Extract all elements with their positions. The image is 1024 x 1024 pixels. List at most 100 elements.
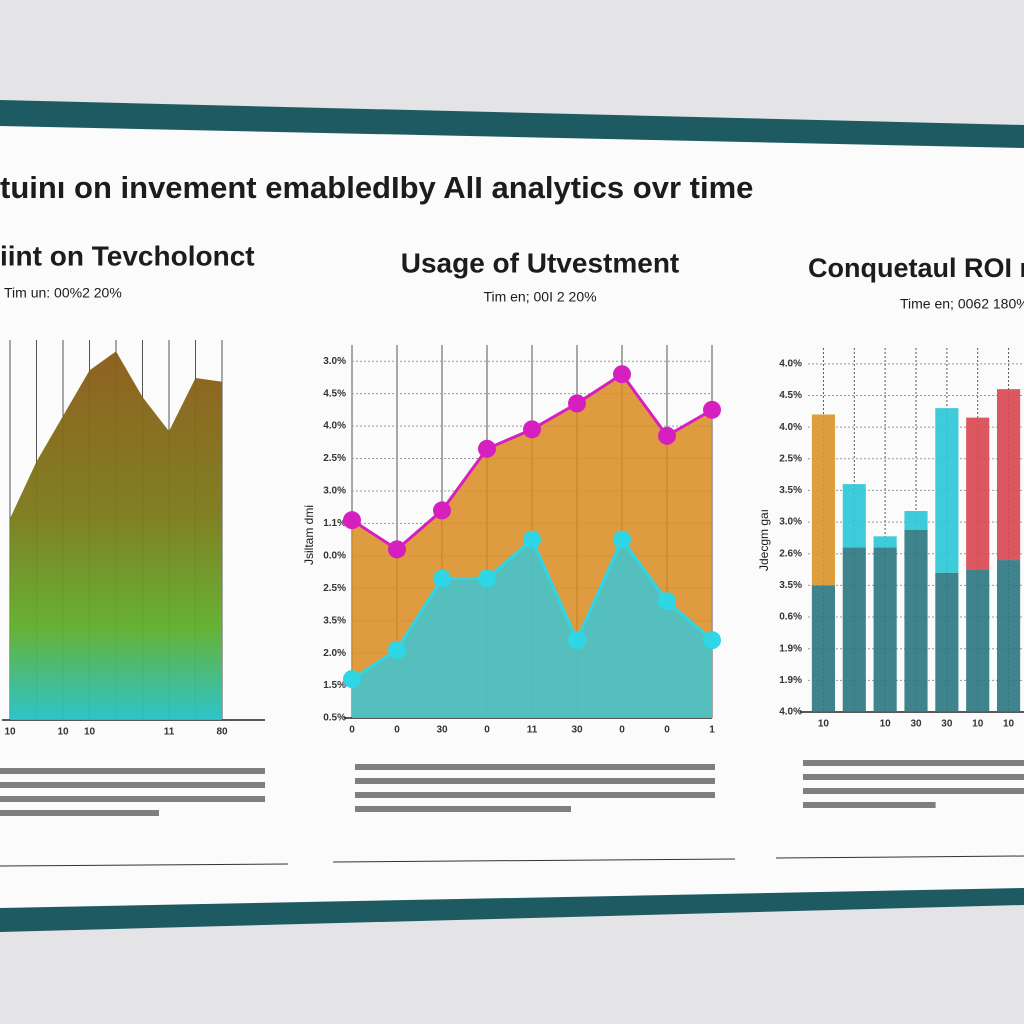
data-point: [433, 569, 451, 588]
x-tick-label: 0: [394, 725, 400, 736]
caption-text-scribble: [0, 810, 159, 816]
x-tick-label: 10: [1003, 719, 1015, 730]
chart-title: Usage of Utvestment: [401, 247, 680, 278]
bar-segment: [811, 585, 835, 712]
y-tick-label: 0.5%: [323, 713, 346, 724]
x-tick-label: 11: [527, 725, 538, 736]
x-tick-label: 10: [880, 719, 892, 730]
bar-segment: [966, 417, 990, 570]
y-tick-label: 3.5%: [779, 580, 802, 591]
y-tick-label: 4.0%: [779, 707, 802, 718]
y-axis-label: Jsiltam dmi: [302, 505, 316, 565]
data-point: [703, 631, 721, 650]
bar-segment: [873, 536, 897, 548]
x-tick-label: 30: [436, 725, 448, 736]
bar-segment: [935, 572, 959, 712]
x-tick-label: 0: [484, 725, 490, 736]
data-point: [523, 530, 541, 549]
bar-segment: [842, 547, 866, 712]
y-tick-label: 1.5%: [323, 680, 346, 691]
y-tick-label: 4.0%: [323, 421, 346, 432]
bar-segment: [873, 547, 897, 712]
data-point: [388, 640, 406, 659]
y-tick-label: 0.0%: [323, 550, 346, 561]
x-tick-label: 30: [941, 719, 953, 730]
x-tick-label: 30: [910, 719, 922, 730]
y-tick-label: 3.0%: [323, 356, 346, 367]
data-point: [343, 670, 361, 689]
y-tick-label: 2.5%: [323, 453, 346, 464]
divider: [332, 858, 736, 863]
caption-text-scribble: [803, 774, 1024, 780]
x-tick-label: 0: [349, 725, 355, 736]
x-tick-label: 0: [664, 725, 670, 736]
chart-title: Conquetaul ROI ri: [808, 253, 1024, 283]
data-point: [568, 631, 586, 650]
x-tick-label: 1: [709, 725, 715, 736]
data-point: [658, 426, 676, 445]
bar-segment: [904, 511, 928, 530]
data-point: [433, 501, 451, 520]
y-tick-label: 3.5%: [779, 485, 802, 496]
caption-text-scribble: [0, 768, 265, 774]
data-point: [523, 420, 541, 439]
data-point: [703, 400, 721, 419]
divider: [0, 863, 289, 867]
caption-text-scribble: [0, 782, 265, 788]
area: [10, 351, 222, 720]
y-tick-label: 2.0%: [323, 648, 346, 659]
y-tick-label: 4.0%: [779, 422, 802, 433]
caption-text-scribble: [355, 778, 715, 784]
caption-text-scribble: [355, 792, 715, 798]
data-point: [388, 540, 406, 559]
y-tick-label: 4.5%: [323, 388, 346, 399]
x-tick-label: 11: [164, 727, 175, 738]
y-tick-label: 4.0%: [779, 358, 802, 369]
data-point: [658, 592, 676, 611]
x-tick-label: 80: [216, 727, 228, 738]
data-point: [613, 530, 631, 549]
chart-subtitle: Time en; 0062 180%: [900, 296, 1024, 312]
bar-segment: [842, 484, 866, 548]
y-tick-label: 2.5%: [323, 583, 346, 594]
y-axis-label: Jdecgm gaı: [757, 509, 771, 571]
bar-segment: [997, 389, 1021, 561]
data-point: [568, 394, 586, 413]
data-point: [478, 569, 496, 588]
caption-text-scribble: [355, 806, 571, 812]
y-tick-label: 3.0%: [779, 517, 802, 528]
data-point: [343, 511, 361, 530]
board-title: tuinı on invement emabledIby AlI analyti…: [0, 170, 753, 205]
bar-segment: [904, 530, 928, 712]
x-tick-label: 10: [84, 727, 96, 738]
caption-text-scribble: [0, 796, 265, 802]
x-tick-label: 10: [972, 719, 984, 730]
chart-subtitle: Tim un: 00%2 20%: [4, 285, 122, 301]
x-tick-label: 10: [57, 727, 69, 738]
bar-segment: [935, 408, 959, 573]
x-tick-label: 10: [4, 727, 16, 738]
y-tick-label: 1.1%: [323, 518, 346, 529]
x-tick-label: 0: [619, 725, 625, 736]
divider: [775, 855, 1024, 859]
y-tick-label: 0.6%: [779, 612, 802, 623]
data-point: [613, 365, 631, 384]
y-tick-label: 4.5%: [779, 390, 802, 401]
caption-text-scribble: [803, 802, 936, 808]
bar-segment: [966, 569, 990, 712]
y-tick-label: 1.9%: [779, 675, 802, 686]
bar-segment: [997, 560, 1021, 712]
y-tick-label: 1.9%: [779, 643, 802, 654]
y-tick-label: 3.5%: [323, 615, 346, 626]
x-tick-label: 10: [818, 719, 830, 730]
bar-segment: [811, 414, 835, 586]
chart-subtitle: Tim en; 00I 2 20%: [483, 289, 596, 305]
chart-title: iint on Tevcholonct: [0, 240, 255, 271]
caption-text-scribble: [355, 764, 715, 770]
y-tick-label: 2.5%: [779, 453, 802, 464]
data-point: [478, 439, 496, 458]
x-tick-label: 30: [571, 725, 583, 736]
y-tick-label: 2.6%: [779, 548, 802, 559]
